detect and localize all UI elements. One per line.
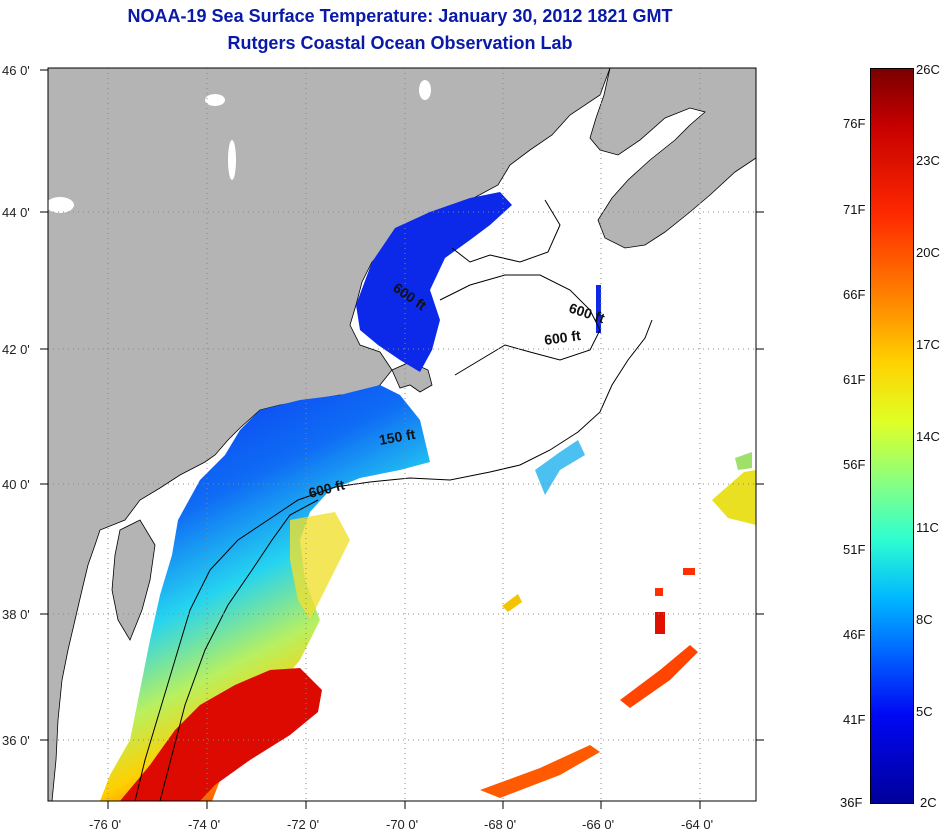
colorbar-f-label: 61F	[843, 372, 866, 387]
lon-label: -74 0'	[188, 817, 220, 832]
map-title: NOAA-19 Sea Surface Temperature: January…	[127, 6, 673, 26]
graticule	[48, 68, 756, 801]
isobath-contour	[439, 274, 601, 376]
sst-shelf-water	[100, 385, 430, 801]
isobath-label: 600 ft	[543, 327, 582, 348]
sst-patch-warm	[620, 645, 698, 708]
lat-label: 42 0'	[2, 342, 30, 357]
colorbar-f-label: 41F	[843, 712, 866, 727]
sst-patch-warm	[655, 588, 663, 596]
lon-label: -70 0'	[386, 817, 418, 832]
isobath-contour	[159, 499, 319, 801]
sst-patch-cyan	[535, 440, 585, 495]
colorbar-f-label: 46F	[843, 627, 866, 642]
colorbar-f-label: 51F	[843, 542, 866, 557]
sst-patch-yellow	[502, 594, 522, 612]
sst-patch-yellow	[712, 470, 756, 525]
lat-label: 36 0'	[2, 733, 30, 748]
colorbar-c-label: 20C	[916, 245, 940, 260]
colorbar-f-label: 56F	[843, 457, 866, 472]
map-subtitle: Rutgers Coastal Ocean Observation Lab	[227, 33, 573, 53]
lake	[419, 80, 431, 100]
colorbar-f-label: 36F	[840, 795, 863, 810]
colorbar-c-label: 23C	[916, 153, 940, 168]
isobath-label: 150 ft	[378, 426, 417, 448]
isobath-contour	[451, 199, 561, 263]
sst-slope-yellow	[290, 512, 350, 620]
lat-label: 38 0'	[2, 607, 30, 622]
land-delmarva	[111, 519, 156, 641]
land-nova-scotia	[589, 68, 756, 249]
sst-gulf-of-maine-cold	[356, 192, 512, 372]
colorbar-c-label: 8C	[916, 612, 933, 627]
sst-streak-cold	[596, 285, 601, 333]
isobath-contour	[134, 319, 653, 801]
sst-patch-cyan	[735, 452, 752, 470]
colorbar-c-label: 17C	[916, 337, 940, 352]
axis-ticks	[40, 69, 764, 809]
lon-label: -66 0'	[582, 817, 614, 832]
colorbar-c-label: 5C	[916, 704, 933, 719]
colorbar-f-label: 76F	[843, 116, 866, 131]
colorbar-c-label: 11C	[916, 520, 939, 535]
colorbar-f-label: 71F	[843, 202, 866, 217]
colorbar-c-label: 26C	[916, 62, 940, 77]
colorbar-c-label: 2C	[920, 795, 937, 810]
lon-label: -72 0'	[287, 817, 319, 832]
lat-label: 40 0'	[2, 477, 30, 492]
sst-patch-warm	[480, 745, 600, 798]
sst-patch-warm	[655, 612, 665, 634]
sst-gulf-stream-warm	[120, 668, 322, 801]
lake	[48, 197, 74, 213]
colorbar-f-label: 66F	[843, 287, 866, 302]
lake	[228, 140, 236, 180]
lon-label: -76 0'	[89, 817, 121, 832]
lat-label: 46 0'	[2, 63, 30, 78]
temperature-colorbar	[870, 68, 914, 804]
lon-label: -64 0'	[681, 817, 713, 832]
colorbar-c-label: 14C	[916, 429, 940, 444]
lake	[205, 94, 225, 106]
map-frame	[47, 67, 757, 802]
sst-patch-warm	[683, 568, 695, 575]
lat-label: 44 0'	[2, 205, 30, 220]
lon-label: -68 0'	[484, 817, 516, 832]
